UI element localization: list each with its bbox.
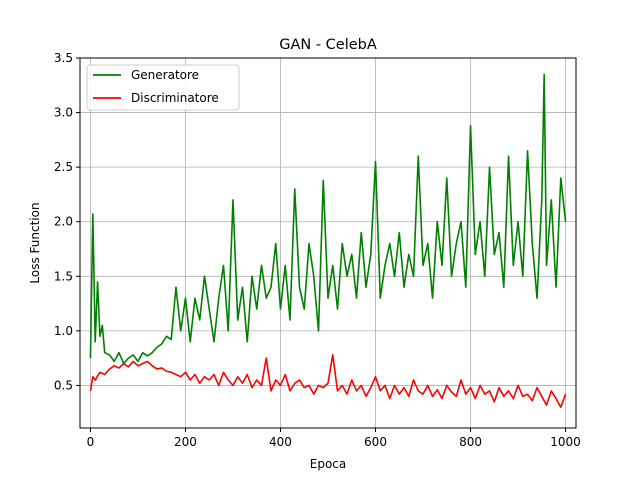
x-tick-label: 600 — [364, 435, 387, 449]
y-tick-label: 0.5 — [54, 378, 73, 392]
legend-label-discriminatore: Discriminatore — [131, 91, 219, 105]
legend-box — [86, 64, 240, 111]
series-line-discriminatore — [89, 354, 567, 409]
x-axis-label: Epoca — [310, 457, 347, 471]
grid-lines — [80, 57, 576, 428]
y-tick-label: 2.5 — [54, 160, 73, 174]
x-tick-label: 200 — [174, 435, 197, 449]
chart-title: GAN - CelebA — [279, 37, 377, 53]
series-lines — [89, 73, 567, 409]
y-tick-label: 1.5 — [54, 269, 73, 283]
x-tick-label: 400 — [269, 435, 292, 449]
y-tick-label: 1.0 — [54, 324, 73, 338]
x-tick-label: 1000 — [550, 435, 581, 449]
y-tick-label: 3.0 — [54, 106, 73, 120]
y-tick-label: 3.5 — [54, 51, 73, 65]
legend-label-generatore: Generatore — [131, 68, 199, 82]
x-tick-label: 800 — [459, 435, 482, 449]
legend: Generatore Discriminatore — [86, 64, 240, 111]
x-tick-label: 0 — [87, 435, 95, 449]
plot-area-frame — [79, 57, 577, 429]
axis-ticks: 0 200 400 600 800 1000 0.5 1.0 1.5 2.0 2.5 3.0 3.5 — [54, 51, 581, 449]
series-line-generatore — [89, 73, 567, 365]
y-tick-label: 2.0 — [54, 215, 73, 229]
y-axis-label: Loss Function — [28, 202, 42, 283]
